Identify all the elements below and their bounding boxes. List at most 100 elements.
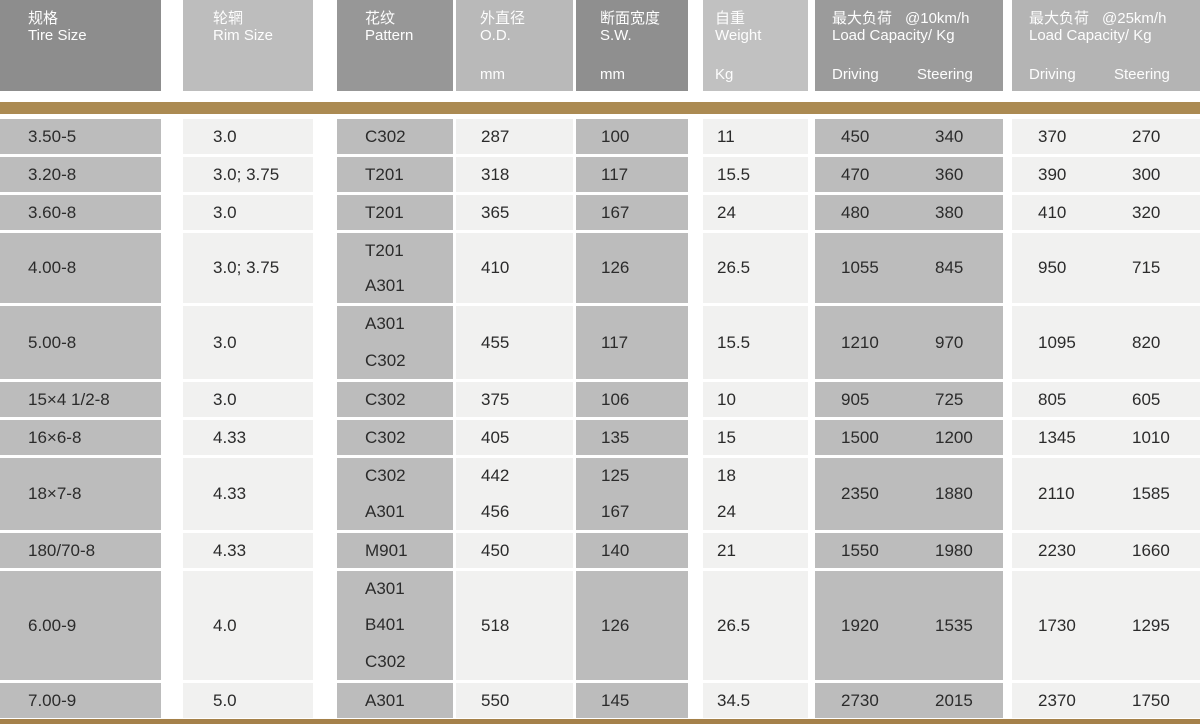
load25-steering-value: 820 <box>1132 332 1161 352</box>
header-title-en: O.D. <box>480 27 511 44</box>
cell-load25: 2230 1660 <box>1012 533 1200 568</box>
weight-value: 15 <box>717 427 736 447</box>
cell-od: 365 <box>456 195 573 230</box>
od-value: 365 <box>481 202 510 222</box>
tire_size-value: 4.00-8 <box>28 258 77 277</box>
cell-weight: 34.5 <box>703 683 808 718</box>
header-sublabel-steering: Steering <box>917 66 973 83</box>
cell-rim_size: 3.0 <box>183 306 313 379</box>
header-sublabel-steering: Steering <box>1114 66 1170 83</box>
load25-steering-value: 1295 <box>1132 615 1170 635</box>
rim_size-value: 3.0 <box>213 202 237 222</box>
cell-load25: 370 270 <box>1012 119 1200 154</box>
rim_size-value: 4.33 <box>213 484 247 503</box>
load25-driving-value: 2230 <box>1038 540 1076 560</box>
load25-driving-value: 2110 <box>1038 484 1075 503</box>
header-title-cn: 最大负荷 <box>1029 10 1090 27</box>
load10-steering-value: 725 <box>935 389 964 409</box>
cell-sw: 100 <box>576 119 688 154</box>
weight-value: 10 <box>717 389 736 409</box>
load25-steering-value: 270 <box>1132 126 1161 146</box>
load25-driving-value: 805 <box>1038 389 1067 409</box>
load10-driving-value: 1210 <box>841 332 879 352</box>
od-value: 550 <box>481 690 510 710</box>
cell-weight: 26.5 <box>703 233 808 303</box>
cell-tire_size: 5.00-8 <box>0 306 161 379</box>
column-header-tire_size: 规格 Tire Size <box>0 0 161 91</box>
cell-load25: 390 300 <box>1012 157 1200 192</box>
cell-load10: 450 340 <box>815 119 1003 154</box>
column-header-load25: 最大负荷 @25km/h Load Capacity/ Kg Driving Steer… <box>1012 0 1200 91</box>
rim_size-value: 3.0 <box>213 389 237 409</box>
cell-tire_size: 18×7-8 <box>0 458 161 530</box>
tire_size-value: 3.60-8 <box>28 202 77 222</box>
load25-driving-value: 370 <box>1038 126 1067 146</box>
load10-driving-value: 480 <box>841 202 870 222</box>
header-unit-label: mm <box>600 66 625 83</box>
tire_size-value: 6.00-9 <box>28 615 77 635</box>
tire_size-value: 7.00-9 <box>28 690 77 710</box>
tire_size-value: 18×7-8 <box>28 484 82 503</box>
cell-load10: 480 380 <box>815 195 1003 230</box>
cell-tire_size: 7.00-9 <box>0 683 161 718</box>
load25-steering-value: 1585 <box>1132 484 1170 503</box>
load10-driving-value: 470 <box>841 164 870 184</box>
weight-value: 21 <box>717 540 736 560</box>
table-row: 6.00-9 4.0 A301 B401 C302 518 126 26.5 1920 1535 1… <box>0 571 1200 680</box>
cell-sw: 135 <box>576 420 688 455</box>
load10-driving-value: 1920 <box>841 615 879 635</box>
load10-steering-value: 380 <box>935 202 964 222</box>
load10-driving-value: 1500 <box>841 427 879 447</box>
cell-od: 518 <box>456 571 573 680</box>
pattern-value: C302 <box>365 466 406 485</box>
table-header: 规格 Tire Size 轮辋 Rim Size 花纹 Pattern 外直径 O.D. mm 断… <box>0 0 1200 91</box>
cell-pattern: M901 <box>337 533 453 568</box>
load25-driving-value: 390 <box>1038 164 1067 184</box>
load10-steering-value: 2015 <box>935 690 973 710</box>
header-title-en: Rim Size <box>213 27 274 44</box>
sw-value: 117 <box>601 164 629 184</box>
cell-weight: 11 <box>703 119 808 154</box>
pattern-value: A301 <box>365 314 405 334</box>
pattern-value: A301 <box>365 690 405 710</box>
cell-sw: 125 167 <box>576 458 688 530</box>
header-title-en: S.W. <box>600 27 632 44</box>
cell-sw: 167 <box>576 195 688 230</box>
load25-steering-value: 1660 <box>1132 540 1170 560</box>
cell-od: 405 <box>456 420 573 455</box>
table-body: 3.50-5 3.0 C302 287 100 11 450 340 370 270 3.20-8 3… <box>0 119 1200 718</box>
load10-driving-value: 1550 <box>841 540 879 560</box>
cell-od: 410 <box>456 233 573 303</box>
sw-value: 167 <box>601 502 630 521</box>
header-title-en: Pattern <box>365 27 414 44</box>
pattern-value: B401 <box>365 615 405 635</box>
cell-sw: 106 <box>576 382 688 417</box>
sw-value: 126 <box>601 258 630 277</box>
cell-tire_size: 16×6-8 <box>0 420 161 455</box>
sw-value: 145 <box>601 690 630 710</box>
pattern-value: C302 <box>365 427 406 447</box>
cell-load25: 1730 1295 <box>1012 571 1200 680</box>
od-value: 410 <box>481 258 510 277</box>
cell-pattern: C302 A301 <box>337 458 453 530</box>
cell-sw: 117 <box>576 157 688 192</box>
cell-sw: 126 <box>576 233 688 303</box>
top-divider-bar <box>0 102 1200 114</box>
load10-driving-value: 2350 <box>841 484 879 503</box>
cell-weight: 15.5 <box>703 157 808 192</box>
column-header-sw: 断面宽度 S.W. mm <box>576 0 688 91</box>
load10-steering-value: 360 <box>935 164 964 184</box>
cell-weight: 10 <box>703 382 808 417</box>
load10-steering-value: 845 <box>935 258 964 277</box>
cell-pattern: C302 <box>337 119 453 154</box>
table-row: 15×4 1/2-8 3.0 C302 375 106 10 905 725 805 605 <box>0 382 1200 417</box>
load25-steering-value: 715 <box>1132 258 1161 277</box>
table-row: 4.00-8 3.0; 3.75 T201 A301 410 126 26.5 1055 845… <box>0 233 1200 303</box>
load25-steering-value: 1010 <box>1132 427 1170 447</box>
cell-load25: 950 715 <box>1012 233 1200 303</box>
weight-value: 26.5 <box>717 258 751 277</box>
od-value: 375 <box>481 389 510 409</box>
sw-value: 106 <box>601 389 630 409</box>
header-title-en: Load Capacity/ Kg <box>1029 27 1152 44</box>
cell-weight: 21 <box>703 533 808 568</box>
